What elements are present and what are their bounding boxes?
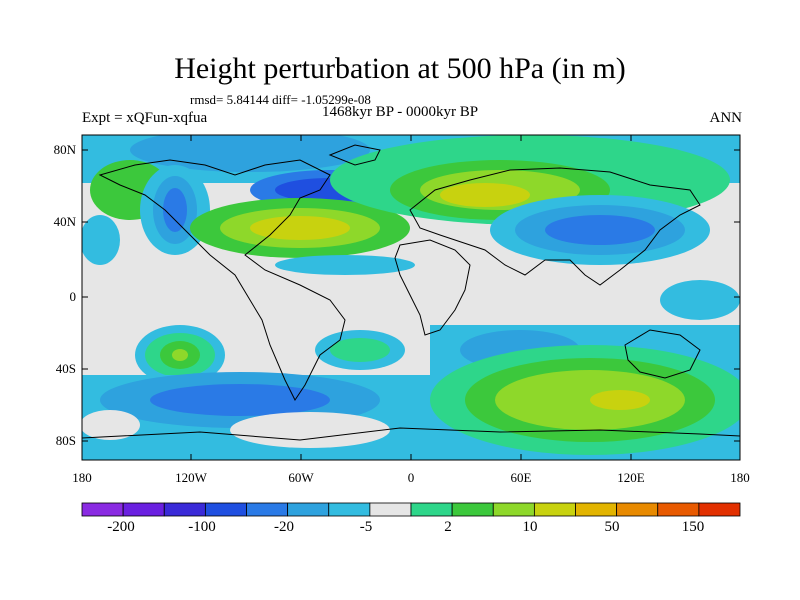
colorbar-label-150: 150	[681, 519, 705, 535]
colorbar-label-m20: -20	[274, 519, 294, 535]
experiment-label: Expt = xQFun-xqfua	[82, 110, 208, 126]
colorbar-label-m5: -5	[359, 519, 373, 535]
colorbar-box	[122, 502, 165, 517]
season-label: ANN	[709, 110, 743, 126]
colorbar-box	[657, 502, 700, 517]
colorbar-label-2: 2	[444, 519, 452, 535]
colorbar-box	[246, 502, 289, 517]
lat-ticks	[82, 149, 740, 442]
colorbar-label-10: 10	[522, 519, 538, 535]
colorbar-box	[533, 502, 576, 517]
lat-label-0: 0	[69, 289, 77, 304]
colorbar-box	[328, 502, 371, 517]
colorbar-box	[81, 502, 124, 517]
colorbar-box	[492, 502, 535, 517]
colorbar-box	[616, 502, 659, 517]
lat-label-80n: 80N	[53, 142, 76, 157]
colorbar-box	[575, 502, 618, 517]
colorbar-label-50: 50	[604, 519, 620, 535]
colorbar-box	[204, 502, 247, 517]
colorbar-box	[698, 502, 741, 517]
colorbar-label-m200: -200	[107, 519, 135, 535]
lon-label-180-left: 180	[72, 470, 92, 485]
lon-label-120w: 120W	[175, 470, 207, 485]
colorbar-box	[163, 502, 206, 517]
period-label: 1468kyr BP - 0000kyr BP	[321, 104, 479, 120]
contour-field	[82, 135, 740, 460]
lat-label-40s: 40S	[55, 361, 76, 376]
colorbar-box	[287, 502, 330, 517]
colorbar-label-m100: -100	[188, 519, 216, 535]
lat-label-80s: 80S	[55, 433, 76, 448]
stats-text: rmsd= 5.84144 diff= -1.05299e-08	[190, 92, 371, 107]
lon-label-180-right: 180	[730, 470, 750, 485]
colorbar-box	[369, 502, 412, 517]
lon-label-120e: 120E	[617, 470, 645, 485]
lon-label-0: 0	[407, 470, 415, 485]
lon-ticks	[190, 135, 632, 460]
lon-label-60w: 60W	[288, 470, 314, 485]
colorbar-box	[451, 502, 494, 517]
lon-label-60e: 60E	[510, 470, 532, 485]
colorbar	[81, 502, 741, 517]
lat-label-40n: 40N	[53, 214, 76, 229]
map-title: Height perturbation at 500 hPa (in m)	[174, 52, 626, 85]
colorbar-box	[410, 502, 453, 517]
